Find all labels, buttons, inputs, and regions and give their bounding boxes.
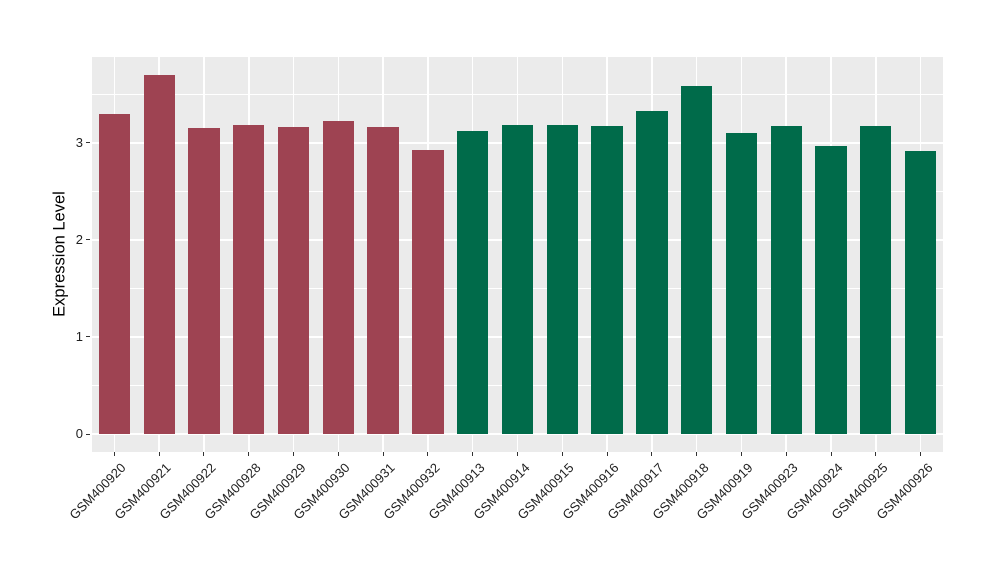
bar-GSM400932 (412, 149, 444, 435)
bar-GSM400922 (188, 128, 220, 435)
x-tick-mark (920, 452, 922, 456)
x-axis: GSM400920 GSM400921 GSM400922 GSM400928 GSM4… (67, 452, 943, 580)
bar-GSM400923 (770, 126, 802, 435)
x-tick-mark (427, 452, 429, 456)
x-tick-mark (517, 452, 518, 456)
x-tick-mark (785, 452, 787, 456)
x-tick-mark (293, 452, 295, 456)
x-tick-mark (875, 452, 877, 456)
bar-GSM400931 (367, 127, 399, 435)
x-tick-mark (113, 452, 115, 456)
x-tick-mark (606, 452, 608, 456)
y-axis: 0 1 2 3 (0, 57, 92, 452)
x-tick-mark (337, 452, 339, 456)
bar-GSM400913 (457, 131, 489, 435)
bar-GSM400915 (546, 125, 578, 435)
y-tick-mark (86, 433, 90, 435)
x-tick-mark (696, 452, 698, 456)
bar-GSM400928 (233, 125, 265, 435)
x-tick-mark (561, 452, 563, 456)
bar-GSM400920 (98, 113, 131, 435)
x-tick-mark (740, 452, 742, 456)
bar-GSM400918 (680, 85, 713, 435)
y-tick-mark (86, 239, 90, 241)
bar-GSM400914 (501, 125, 534, 435)
x-tick-mark (203, 452, 205, 456)
y-tick-mark (86, 142, 90, 144)
y-tick-label-2: 2 (75, 231, 83, 247)
y-tick-label-0: 0 (75, 426, 83, 442)
bar-GSM400926 (904, 150, 937, 435)
x-tick-mark (472, 452, 474, 456)
plot-panel (92, 57, 943, 452)
y-tick-label-3: 3 (75, 134, 83, 150)
y-tick-label-1: 1 (75, 328, 83, 344)
bar-GSM400924 (815, 145, 847, 435)
bar-GSM400930 (322, 120, 354, 435)
bar-GSM400916 (591, 126, 623, 435)
bar-GSM400929 (277, 127, 310, 435)
x-tick-mark (158, 452, 160, 456)
x-tick-mark (248, 452, 250, 456)
bar-GSM400919 (725, 133, 758, 435)
x-tick-mark (651, 452, 653, 456)
bar-GSM400921 (143, 74, 175, 435)
bar-GSM400917 (636, 110, 668, 435)
y-tick-mark (86, 336, 90, 338)
bar-GSM400925 (860, 126, 892, 435)
x-tick-mark (830, 452, 832, 456)
x-tick-mark (382, 452, 384, 456)
